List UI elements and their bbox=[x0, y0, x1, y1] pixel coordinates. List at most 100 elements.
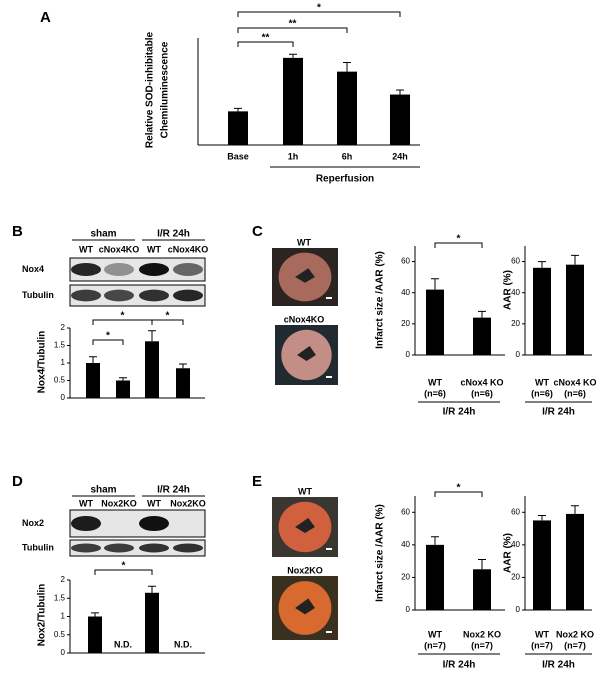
blot-strip bbox=[69, 509, 206, 538]
band bbox=[139, 543, 169, 553]
x-tick-label: 1h bbox=[288, 151, 299, 161]
band bbox=[104, 289, 134, 302]
significance-bracket bbox=[151, 319, 184, 325]
y-tick-label: 60 bbox=[401, 257, 410, 266]
error-bar bbox=[538, 515, 546, 521]
band bbox=[104, 543, 134, 553]
bar bbox=[176, 368, 190, 398]
y-tick-label: 0.5 bbox=[54, 376, 66, 385]
y-tick-label: 0 bbox=[516, 350, 521, 359]
y-tick-label: 0 bbox=[61, 393, 66, 402]
error-bar bbox=[431, 278, 439, 290]
bar bbox=[426, 289, 444, 355]
significance-mark: * bbox=[122, 561, 126, 572]
y-tick-label: 0 bbox=[61, 648, 66, 657]
bar bbox=[533, 267, 551, 355]
y-tick-label: 40 bbox=[511, 540, 520, 549]
photo-label: WT bbox=[298, 486, 312, 496]
lane-label: Nox2KO bbox=[101, 498, 137, 508]
y-axis-label: Infarct size /AAR (%) bbox=[375, 504, 386, 602]
x-tick-label: WT bbox=[535, 629, 549, 639]
y-tick-label: 0.5 bbox=[54, 630, 66, 639]
bar bbox=[566, 513, 584, 610]
blot-row-label: Nox4 bbox=[22, 264, 44, 274]
sample-size: (n=7) bbox=[564, 640, 586, 650]
bar bbox=[145, 592, 159, 653]
error-bar bbox=[289, 53, 297, 58]
y-tick-label: 2 bbox=[61, 323, 66, 332]
y-tick-label: 0 bbox=[516, 605, 521, 614]
lane-label: WT bbox=[147, 498, 161, 508]
error-bar bbox=[396, 89, 404, 95]
sample-size: (n=6) bbox=[424, 388, 446, 398]
sample-size: (n=6) bbox=[471, 388, 493, 398]
y-tick-label: 60 bbox=[511, 257, 520, 266]
band bbox=[173, 289, 203, 302]
blot-header: sham bbox=[90, 485, 116, 496]
lane-label: cNox4KO bbox=[99, 244, 140, 254]
error-bar bbox=[119, 377, 127, 381]
x-tick-label: cNox4 KO bbox=[460, 377, 503, 387]
blot-strip bbox=[69, 284, 206, 307]
y-tick-label: 20 bbox=[401, 319, 410, 328]
significance-bracket bbox=[237, 27, 348, 33]
x-tick-label: Nox2 KO bbox=[556, 629, 594, 639]
error-bar bbox=[571, 254, 579, 265]
error-bar bbox=[179, 363, 187, 369]
panel-label: A bbox=[40, 9, 51, 26]
y-tick-label: 1.5 bbox=[54, 341, 66, 350]
x-group-label: I/R 24h bbox=[443, 407, 476, 418]
photo-label: cNox4KO bbox=[284, 314, 325, 324]
error-bar bbox=[148, 585, 156, 593]
y-axis-label: AAR (%) bbox=[503, 533, 514, 573]
x-group-label: I/R 24h bbox=[542, 407, 575, 418]
bar bbox=[116, 380, 130, 398]
x-tick-label: 6h bbox=[342, 151, 353, 161]
error-bar bbox=[431, 536, 439, 545]
band bbox=[71, 515, 101, 532]
y-tick-label: 0 bbox=[406, 605, 411, 614]
y-tick-label: 40 bbox=[511, 288, 520, 297]
y-axis-label: Nox2/Tubulin bbox=[37, 584, 48, 647]
error-bar bbox=[571, 505, 579, 514]
x-tick-label: Base bbox=[227, 151, 249, 161]
x-group-label: I/R 24h bbox=[443, 660, 476, 671]
error-bar bbox=[478, 310, 486, 318]
bar bbox=[86, 363, 100, 398]
significance-mark: * bbox=[121, 311, 125, 322]
band bbox=[104, 263, 134, 276]
significance-bracket bbox=[434, 242, 483, 248]
y-tick-label: 1.5 bbox=[54, 593, 66, 602]
bar bbox=[533, 520, 551, 610]
error-bar bbox=[91, 612, 99, 617]
panel-label: C bbox=[252, 223, 263, 240]
cavity bbox=[297, 346, 316, 361]
lane-label: cNox4KO bbox=[168, 244, 209, 254]
x-group-label: I/R 24h bbox=[542, 660, 575, 671]
error-bar bbox=[538, 261, 546, 268]
bar bbox=[88, 616, 102, 653]
significance-mark: ** bbox=[289, 19, 297, 30]
error-bar bbox=[478, 559, 486, 570]
sample-size: (n=6) bbox=[564, 388, 586, 398]
band bbox=[139, 289, 169, 302]
photo-label: WT bbox=[297, 237, 311, 247]
band bbox=[173, 543, 203, 553]
significance-mark: ** bbox=[262, 33, 270, 44]
lane-label: WT bbox=[147, 244, 161, 254]
y-tick-label: 20 bbox=[401, 573, 410, 582]
y-tick-label: 60 bbox=[511, 507, 520, 516]
significance-mark: * bbox=[106, 331, 110, 342]
y-tick-label: 0 bbox=[406, 350, 411, 359]
x-tick-label: 24h bbox=[392, 151, 408, 161]
significance-bracket bbox=[94, 569, 153, 575]
y-axis-label: AAR (%) bbox=[503, 270, 514, 310]
error-bar bbox=[343, 61, 351, 72]
photo-label: Nox2KO bbox=[287, 565, 323, 575]
significance-bracket bbox=[434, 491, 483, 497]
bar bbox=[337, 71, 357, 145]
y-tick-label: 1 bbox=[61, 612, 66, 621]
bar bbox=[426, 544, 444, 610]
bar bbox=[283, 57, 303, 145]
